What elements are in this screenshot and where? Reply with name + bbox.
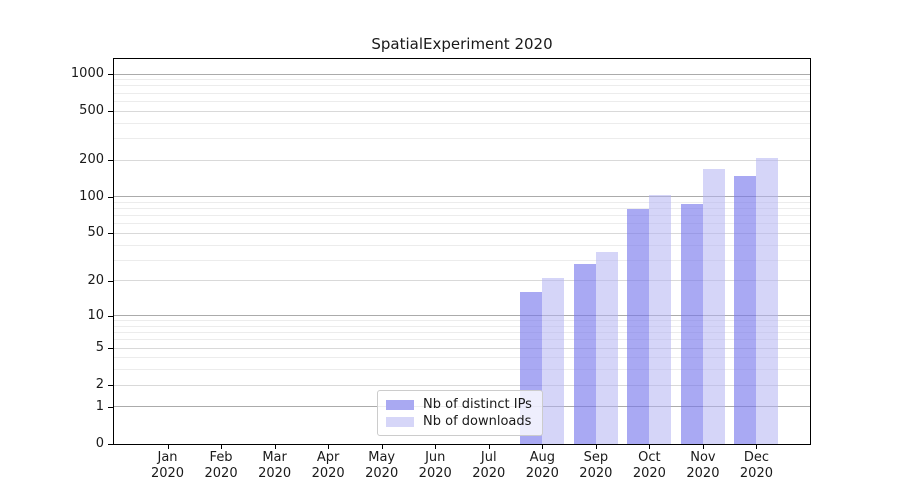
y-tick-label: 5 [95, 340, 104, 356]
gridline-minor [114, 137, 810, 139]
x-tick-mark [221, 445, 223, 449]
y-tick-label: 200 [79, 152, 104, 168]
y-tick-mark [108, 385, 113, 387]
x-tick-label: Jan 2020 [150, 450, 185, 481]
gridline-minor [114, 201, 810, 203]
y-tick-mark [108, 280, 113, 282]
y-tick-label: 10 [87, 307, 104, 323]
gridline-minor [114, 325, 810, 327]
y-tick-mark [108, 233, 113, 235]
gridline-minor [114, 320, 810, 322]
x-tick-mark [702, 445, 704, 449]
gridline-minor [114, 332, 810, 334]
gridline-major [114, 73, 810, 75]
x-tick-mark [435, 445, 437, 449]
gridline-minor [114, 79, 810, 81]
gridline-minor [114, 100, 810, 102]
x-tick-label: Nov 2020 [686, 450, 720, 481]
y-tick-mark [108, 406, 113, 408]
y-tick-mark [108, 160, 113, 162]
x-tick-mark [381, 445, 383, 449]
gridline-minor [114, 92, 810, 94]
y-tick-label: 2 [95, 377, 104, 393]
x-tick-label: Mar 2020 [258, 450, 292, 481]
bar-downloads-dec-2020 [756, 157, 779, 444]
x-tick-label: Oct 2020 [632, 450, 666, 481]
x-tick-label: May 2020 [365, 450, 399, 481]
x-tick-label: Sep 2020 [579, 450, 613, 481]
x-tick-mark [488, 445, 490, 449]
legend-label-distinct-ips: Nb of distinct IPs [423, 397, 532, 412]
plot-area [113, 58, 811, 445]
x-tick-mark [274, 445, 276, 449]
x-tick-label: Dec 2020 [739, 450, 773, 481]
y-tick-mark [108, 111, 113, 113]
gridline-minor [114, 208, 810, 210]
legend: Nb of distinct IPs Nb of downloads [377, 390, 543, 436]
bar-distinct-ips-oct-2020 [627, 208, 650, 444]
x-tick-mark [542, 445, 544, 449]
legend-swatch-downloads [386, 416, 414, 427]
gridline-major [114, 232, 810, 234]
y-tick-mark [108, 315, 113, 317]
y-tick-mark [108, 348, 113, 350]
y-tick-label: 50 [87, 225, 104, 241]
gridline-major [114, 280, 810, 282]
x-tick-mark [167, 445, 169, 449]
gridline-minor [114, 85, 810, 87]
bar-downloads-oct-2020 [649, 194, 672, 444]
x-tick-mark [595, 445, 597, 449]
chart-title: SpatialExperiment 2020 [371, 35, 553, 53]
bar-downloads-sep-2020 [595, 252, 618, 444]
x-tick-label: Jul 2020 [472, 450, 506, 481]
bar-distinct-ips-dec-2020 [734, 176, 757, 444]
gridline-minor [114, 339, 810, 341]
gridline-major [114, 347, 810, 349]
gridline-minor [114, 122, 810, 124]
gridline-major [114, 110, 810, 112]
x-tick-mark [649, 445, 651, 449]
gridline-major [114, 315, 810, 317]
x-tick-mark [328, 445, 330, 449]
gridline-major [114, 384, 810, 386]
x-tick-mark [756, 445, 758, 449]
y-tick-label: 0 [95, 436, 104, 451]
gridline-major [114, 196, 810, 198]
y-tick-label: 1000 [70, 66, 104, 82]
gridline-minor [114, 223, 810, 225]
y-tick-mark [108, 444, 113, 445]
bar-distinct-ips-sep-2020 [573, 263, 596, 444]
x-tick-label: Apr 2020 [311, 450, 345, 481]
bar-downloads-aug-2020 [542, 278, 565, 444]
y-tick-label: 20 [87, 272, 104, 288]
y-tick-mark [108, 74, 113, 76]
gridline-major [114, 159, 810, 161]
bar-distinct-ips-nov-2020 [680, 203, 703, 444]
y-tick-label: 500 [79, 103, 104, 119]
legend-label-downloads: Nb of downloads [423, 414, 532, 429]
y-tick-mark [108, 196, 113, 198]
gridline-minor [114, 244, 810, 246]
gridline-minor [114, 259, 810, 261]
gridline-minor [114, 357, 810, 359]
gridline-minor [114, 215, 810, 217]
x-tick-label: Jun 2020 [418, 450, 452, 481]
y-tick-label: 100 [79, 188, 104, 204]
legend-item-distinct-ips: Nb of distinct IPs [386, 397, 533, 412]
gridline-minor [114, 369, 810, 371]
legend-swatch-distinct-ips [386, 399, 414, 410]
x-tick-label: Feb 2020 [204, 450, 238, 481]
x-tick-label: Aug 2020 [525, 450, 559, 481]
legend-item-downloads: Nb of downloads [386, 414, 533, 429]
y-tick-label: 1 [95, 398, 104, 414]
bar-downloads-nov-2020 [702, 168, 725, 444]
